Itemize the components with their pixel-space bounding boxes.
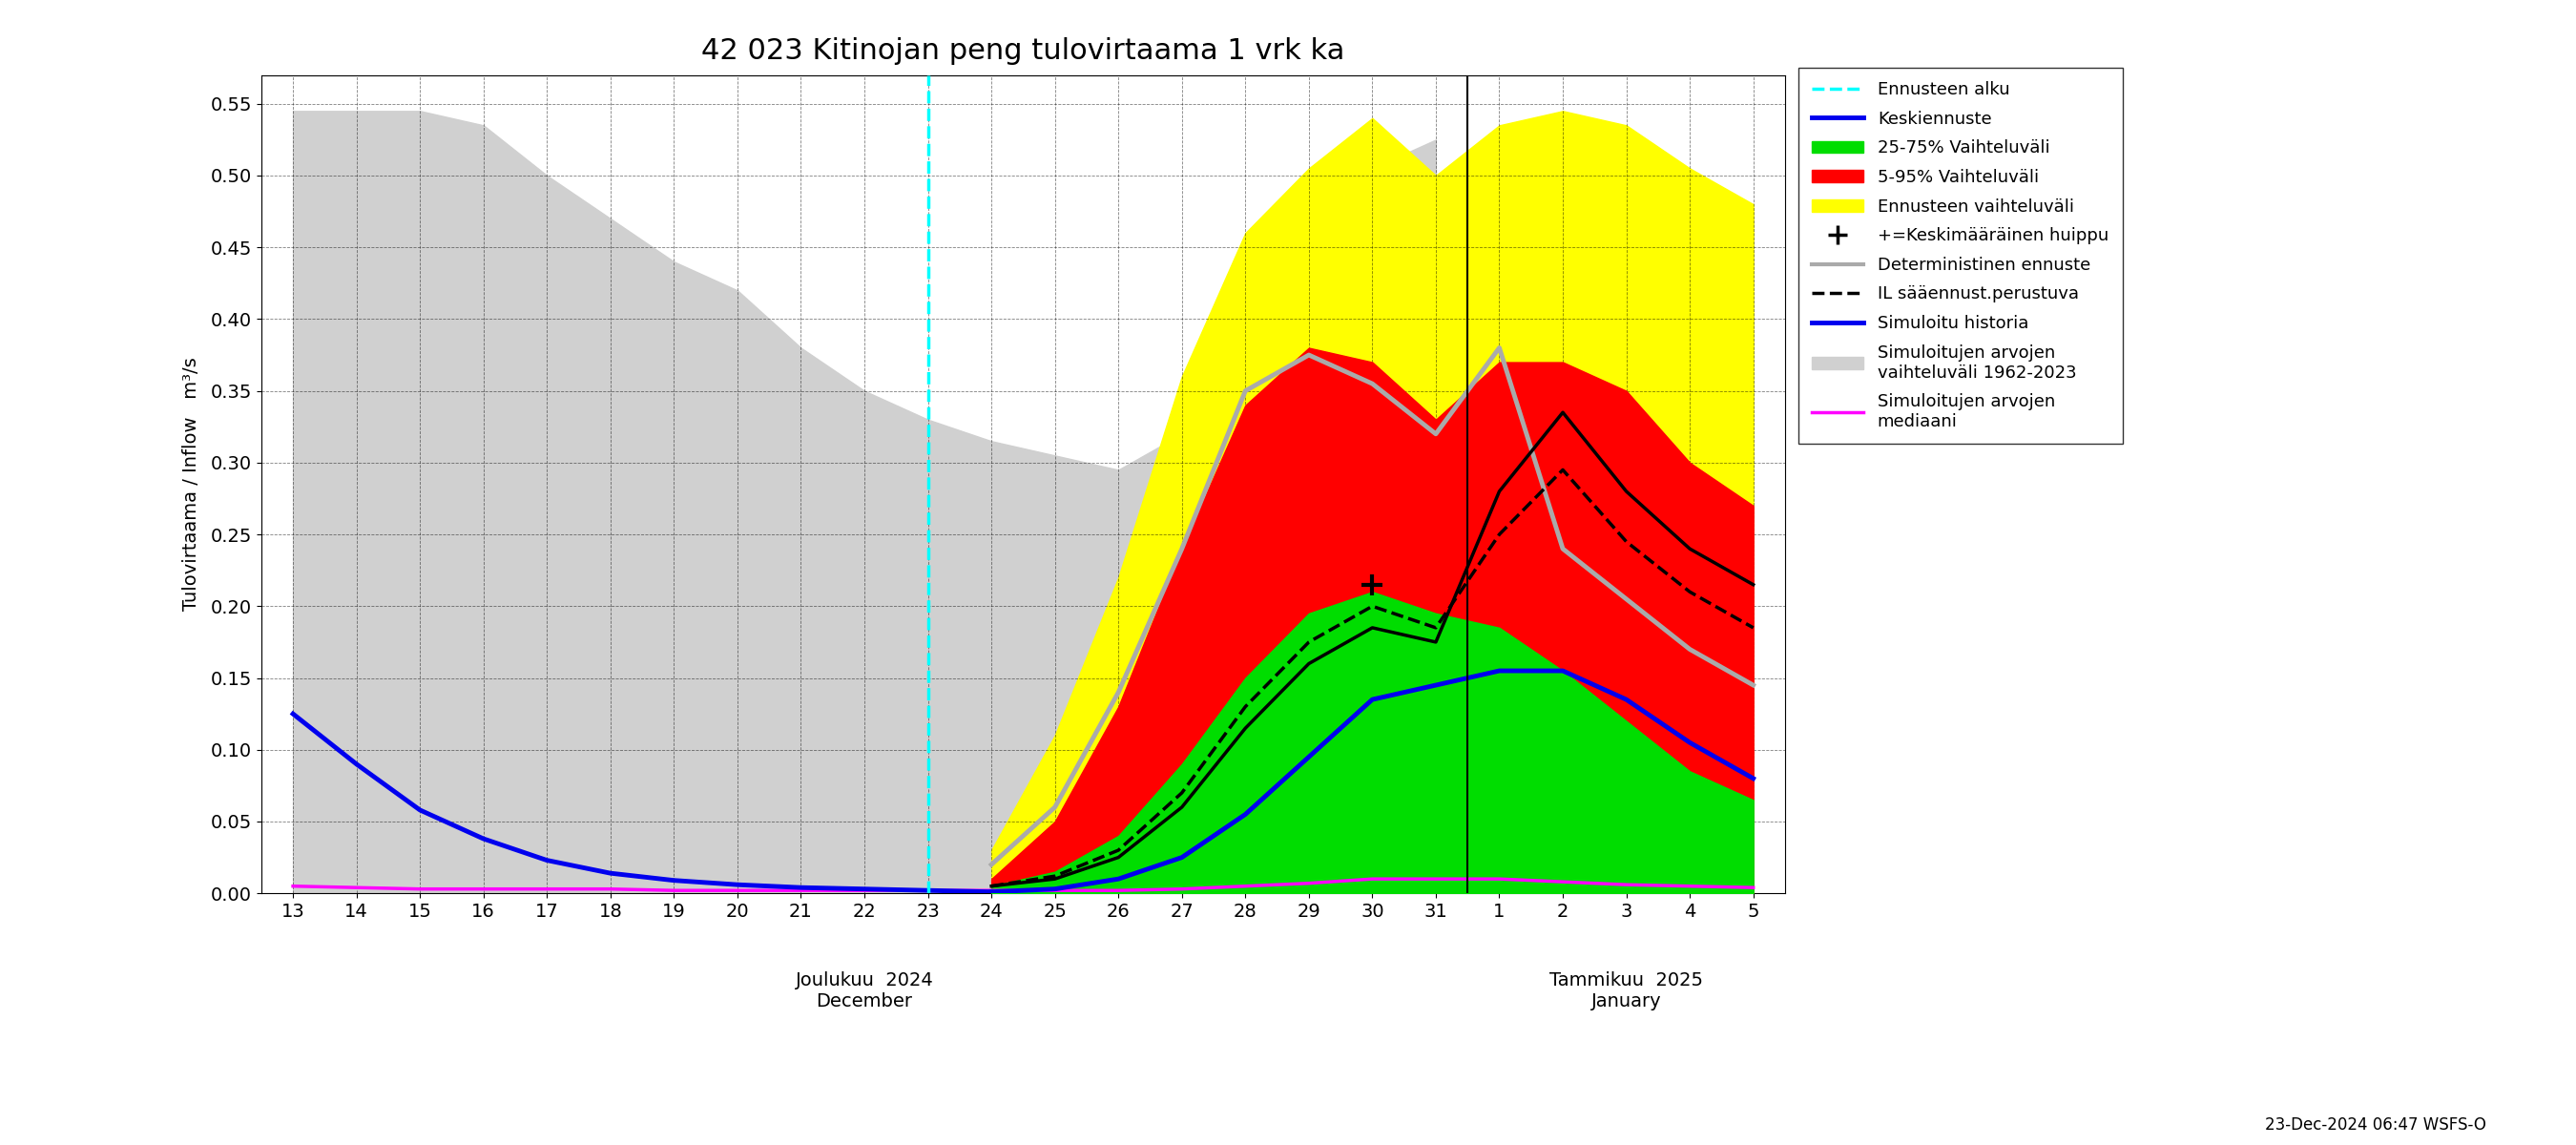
Title: 42 023 Kitinojan peng tulovirtaama 1 vrk ka: 42 023 Kitinojan peng tulovirtaama 1 vrk…	[701, 37, 1345, 65]
Text: Tammikuu  2025
January: Tammikuu 2025 January	[1551, 971, 1703, 1010]
Text: Joulukuu  2024
December: Joulukuu 2024 December	[796, 971, 933, 1010]
Legend: Ennusteen alku, Keskiennuste, 25-75% Vaihteluväli, 5-95% Vaihteluväli, Ennusteen: Ennusteen alku, Keskiennuste, 25-75% Vai…	[1798, 68, 2123, 444]
Y-axis label: Tulovirtaama / Inflow   m³/s: Tulovirtaama / Inflow m³/s	[183, 357, 201, 611]
Text: 23-Dec-2024 06:47 WSFS-O: 23-Dec-2024 06:47 WSFS-O	[2264, 1116, 2486, 1134]
